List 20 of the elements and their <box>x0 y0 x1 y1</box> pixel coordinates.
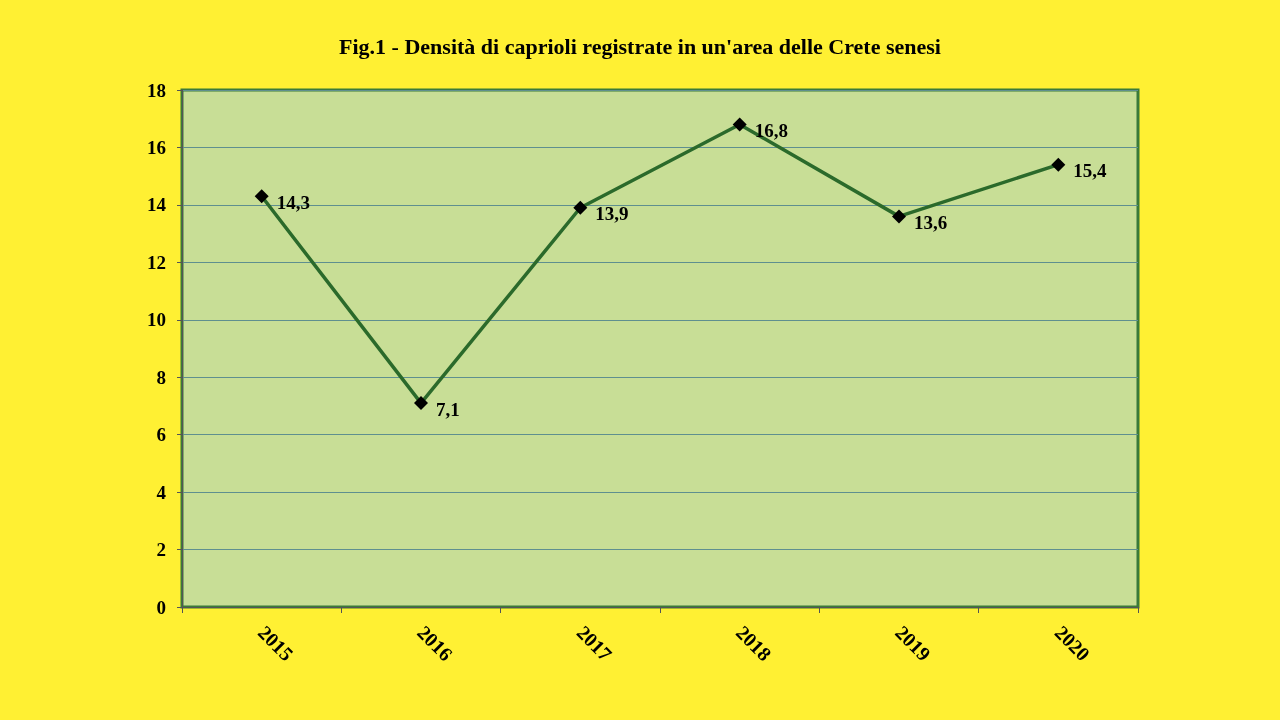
y-tick-label: 0 <box>156 596 166 618</box>
y-tick-label: 2 <box>156 539 166 561</box>
y-tick-label: 6 <box>156 424 166 446</box>
y-tick-label: 8 <box>156 366 166 388</box>
data-label: 16,8 <box>754 119 788 141</box>
data-label: 13,6 <box>914 211 948 233</box>
y-tick-label: 14 <box>147 194 167 216</box>
chart-title: Fig.1 - Densità di caprioli registrate in un'area delle Crete senesi <box>339 33 941 59</box>
data-label: 13,9 <box>595 203 629 225</box>
x-tick-label: 2020 <box>1050 621 1095 666</box>
y-tick-label: 12 <box>147 251 166 273</box>
y-tick-label: 16 <box>147 136 166 158</box>
data-label: 14,3 <box>276 191 310 213</box>
data-label: 15,4 <box>1073 160 1108 182</box>
data-label: 7,1 <box>436 398 460 420</box>
y-tick-label: 10 <box>147 309 166 331</box>
x-tick-label: 2019 <box>891 621 936 666</box>
y-tick-label: 18 <box>147 79 166 101</box>
x-tick-label: 2017 <box>572 621 617 666</box>
y-tick-label: 4 <box>156 481 167 503</box>
